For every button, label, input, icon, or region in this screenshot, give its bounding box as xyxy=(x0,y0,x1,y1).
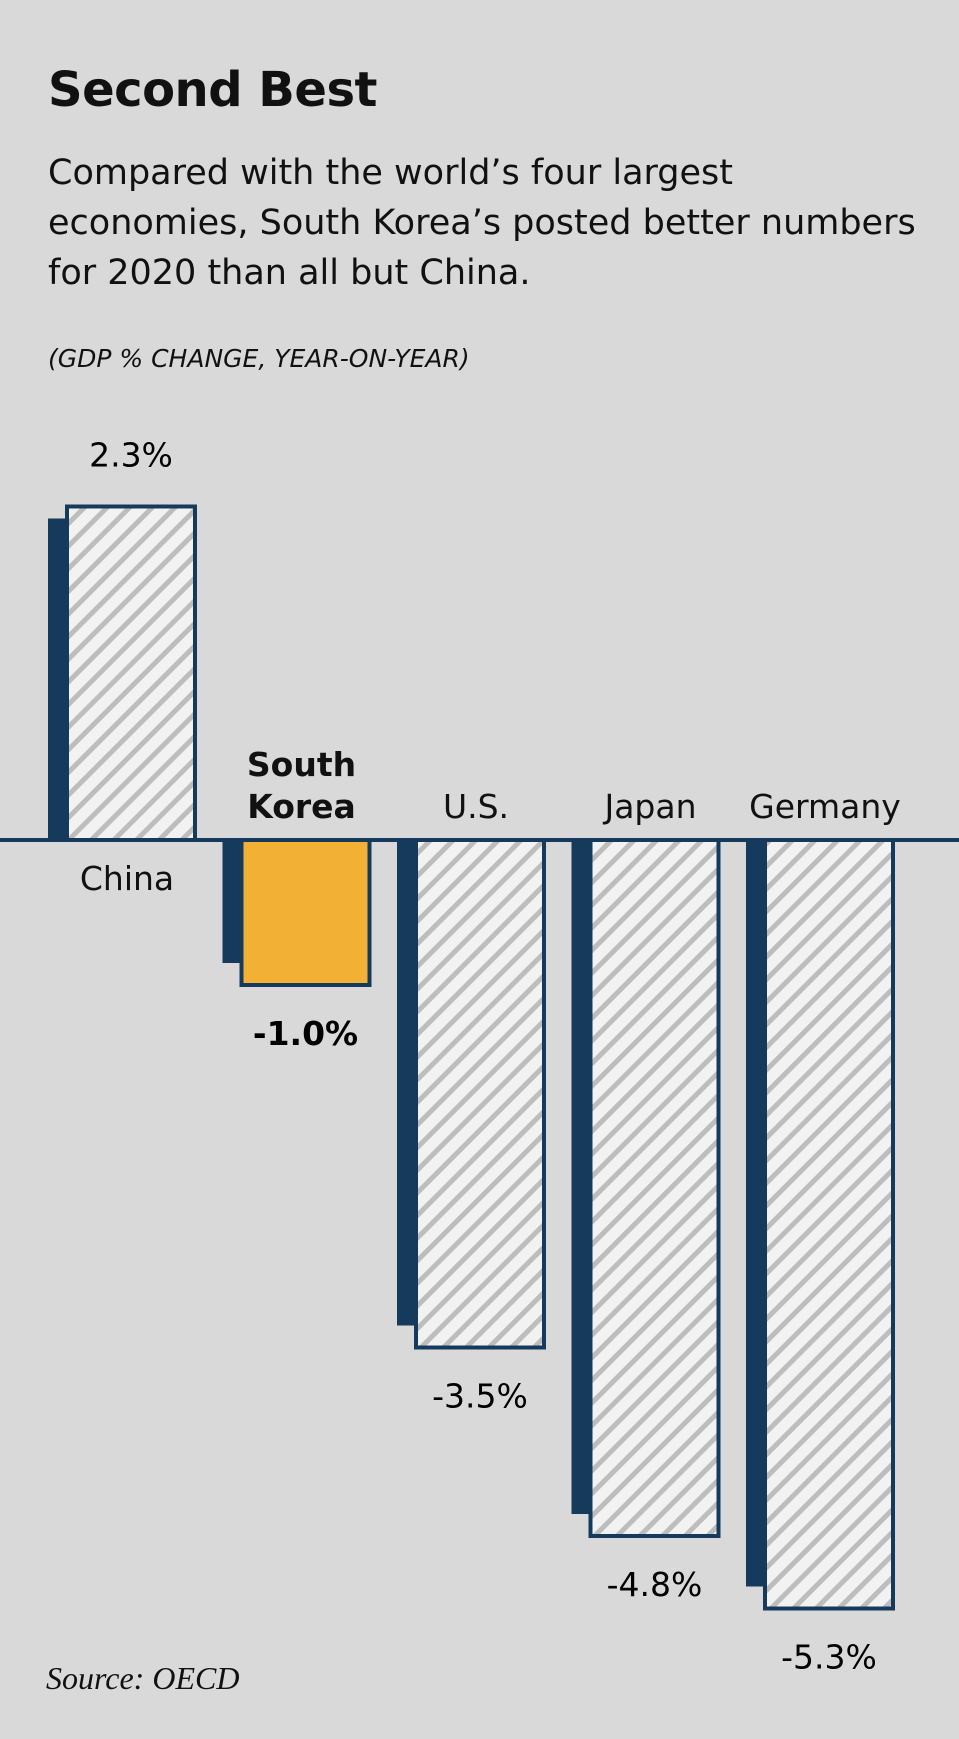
bar xyxy=(763,838,895,1611)
bar xyxy=(414,838,546,1350)
bar-shadow xyxy=(222,840,242,963)
value-label: -4.8% xyxy=(607,1565,703,1604)
chart-title: Second Best xyxy=(48,62,377,118)
value-label: 2.3% xyxy=(89,436,173,475)
unit-label: (GDP % CHANGE, YEAR-ON-YEAR) xyxy=(48,344,470,373)
category-label: China xyxy=(79,859,175,898)
category-label: Germany xyxy=(749,787,901,826)
bar xyxy=(588,838,721,1538)
bar-shadow xyxy=(746,840,765,1587)
bar-shadow xyxy=(397,840,416,1326)
bar-shadow xyxy=(571,840,591,1514)
chart-subtitle: Compared with the world’s four largest e… xyxy=(48,153,916,293)
source-note: Source: OECD xyxy=(46,1660,240,1696)
category-label: South Korea xyxy=(246,745,357,826)
category-label: Japan xyxy=(604,787,697,826)
bar xyxy=(239,838,372,987)
value-label: -1.0% xyxy=(253,1014,358,1053)
bar xyxy=(65,504,197,842)
value-label: -5.3% xyxy=(781,1638,877,1677)
value-label: -3.5% xyxy=(432,1377,528,1416)
bar-shadow xyxy=(48,518,67,840)
category-label: U.S. xyxy=(442,787,510,826)
